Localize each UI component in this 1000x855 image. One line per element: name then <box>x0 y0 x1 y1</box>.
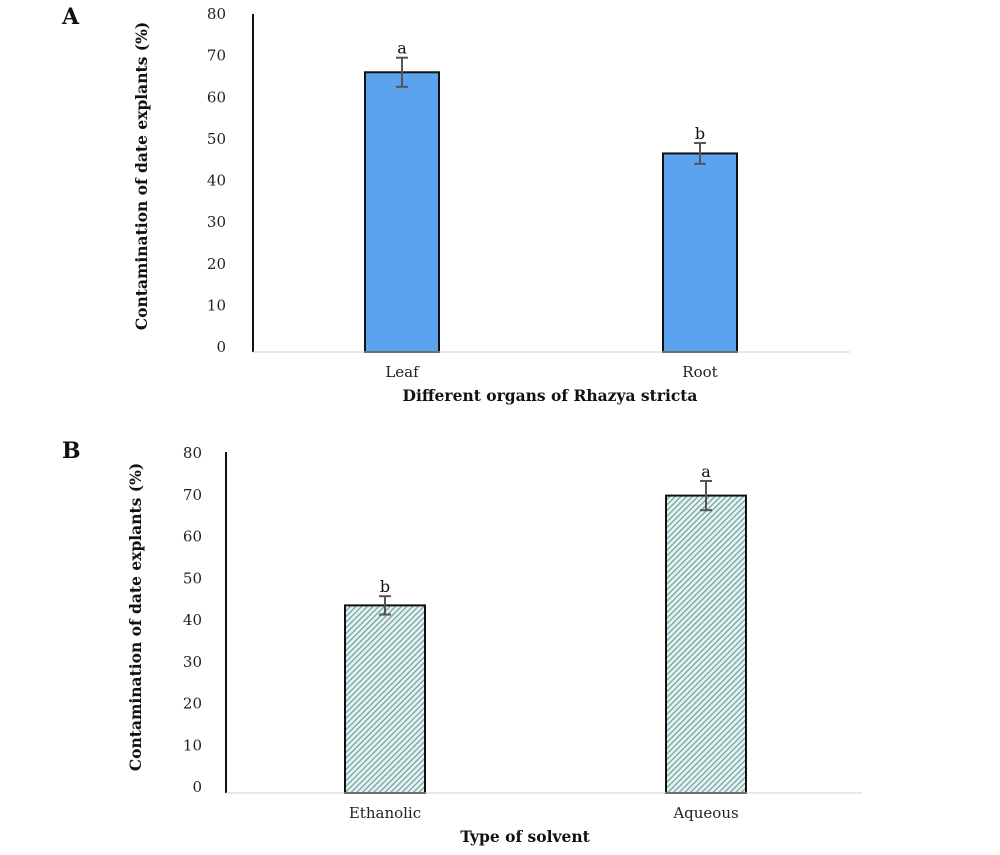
x-category-label: Root <box>682 363 717 381</box>
significance-letter: a <box>701 462 711 481</box>
y-tick-label: 20 <box>207 255 226 273</box>
y-tick-label: 40 <box>207 172 226 190</box>
y-tick-label: 0 <box>192 778 202 796</box>
y-tick-label: 80 <box>207 5 226 23</box>
x-axis-title-b: Type of solvent <box>460 827 590 846</box>
y-axis-title-a: Contamination of date explants (%) <box>132 22 151 330</box>
y-tick-label: 50 <box>207 130 226 148</box>
significance-letter: b <box>380 577 390 596</box>
y-tick-label: 20 <box>183 695 202 713</box>
x-categories-b: Ethanolic Aqueous <box>349 804 739 822</box>
y-tick-label: 30 <box>183 653 202 671</box>
bar-root <box>662 152 738 353</box>
y-tick-label: 10 <box>207 296 226 314</box>
x-category-label: Aqueous <box>672 804 738 822</box>
bar-ethanolic <box>344 604 426 795</box>
y-tick-label: 0 <box>216 338 226 356</box>
y-tick-label: 80 <box>183 444 202 462</box>
y-tick-label: 70 <box>183 486 202 504</box>
y-tick-label: 40 <box>183 611 202 629</box>
chart-panel-b: B Contamination of date explants (%) Typ… <box>62 438 862 846</box>
bars-b: ba <box>344 462 747 795</box>
y-tick-label: 50 <box>183 569 202 587</box>
y-ticks-a: 0 10 20 30 40 50 60 70 80 <box>207 5 226 356</box>
x-category-label: Leaf <box>385 363 420 381</box>
y-tick-label: 60 <box>207 88 226 106</box>
y-axis-title-b: Contamination of date explants (%) <box>126 463 145 771</box>
panel-letter-b: B <box>62 438 81 464</box>
significance-letter: a <box>397 39 407 58</box>
y-tick-label: 70 <box>207 47 226 65</box>
x-axis-title-a: Different organs of Rhazya stricta <box>403 386 698 405</box>
bar-aqueous <box>665 494 747 794</box>
y-tick-label: 60 <box>183 528 202 546</box>
y-tick-label: 10 <box>183 736 202 754</box>
bar-leaf <box>364 71 440 354</box>
significance-letter: b <box>695 124 705 143</box>
x-categories-a: Leaf Root <box>385 363 717 381</box>
panel-letter-a: A <box>61 4 80 30</box>
chart-panel-a: A Contamination of date explants (%) Dif… <box>61 4 850 405</box>
bars-a: ab <box>364 39 738 354</box>
x-category-label: Ethanolic <box>349 804 421 822</box>
y-tick-label: 30 <box>207 213 226 231</box>
y-ticks-b: 0 10 20 30 40 50 60 70 80 <box>183 444 202 796</box>
